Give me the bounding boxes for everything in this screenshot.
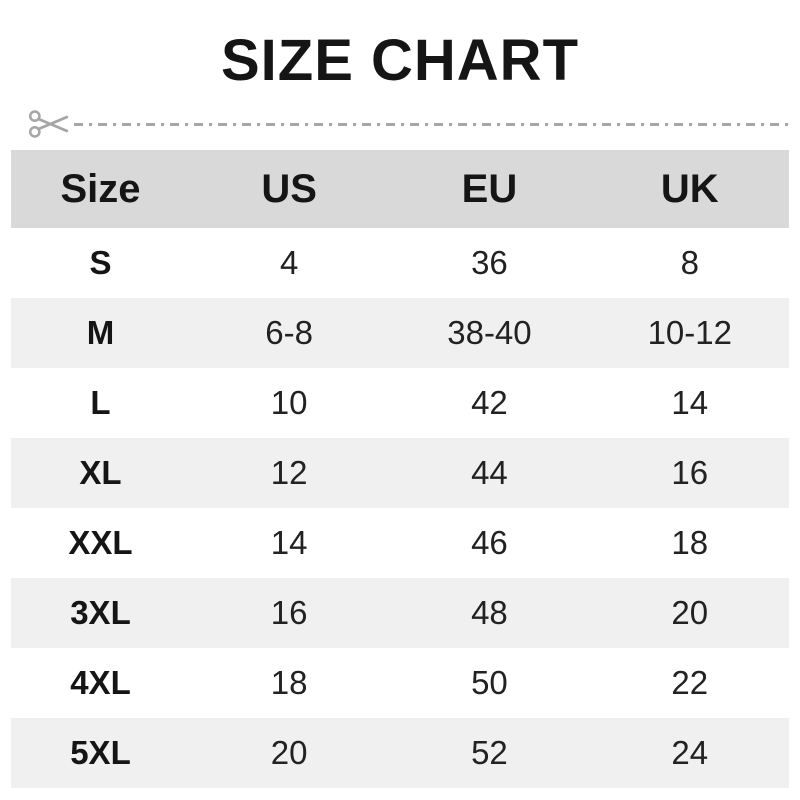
uk-value: 8 bbox=[680, 244, 699, 281]
cut-line bbox=[28, 104, 788, 144]
table-row-m: M 6-8 38-40 10-12 bbox=[11, 298, 789, 368]
table-row-5xl: 5XL 20 52 24 bbox=[11, 718, 789, 788]
us-value: 10 bbox=[270, 384, 308, 421]
scissors-icon bbox=[28, 110, 69, 138]
us-value: 6-8 bbox=[265, 314, 313, 351]
eu-value: 48 bbox=[471, 594, 508, 631]
uk-value: 22 bbox=[671, 664, 709, 701]
size-label: XL bbox=[79, 454, 122, 491]
table-header-row: Size US EU UK bbox=[11, 150, 789, 228]
us-value: 12 bbox=[270, 454, 308, 491]
eu-value: 38-40 bbox=[447, 314, 532, 351]
us-value: 20 bbox=[270, 734, 308, 771]
eu-value: 36 bbox=[471, 244, 508, 281]
page-title: SIZE CHART bbox=[221, 28, 579, 93]
us-value: 14 bbox=[270, 524, 308, 561]
us-value: 18 bbox=[270, 664, 308, 701]
eu-value: 42 bbox=[471, 384, 508, 421]
table-row-4xl: 4XL 18 50 22 bbox=[11, 648, 789, 718]
table-row-l: L 10 42 14 bbox=[11, 368, 789, 438]
size-label: M bbox=[86, 314, 115, 351]
uk-value: 20 bbox=[671, 594, 709, 631]
size-label: 4XL bbox=[70, 664, 131, 701]
eu-value: 46 bbox=[471, 524, 508, 561]
table-row-3xl: 3XL 16 48 20 bbox=[11, 578, 789, 648]
column-header-eu: EU bbox=[461, 166, 518, 211]
eu-value: 44 bbox=[471, 454, 508, 491]
column-header-us: US bbox=[261, 166, 317, 211]
uk-value: 16 bbox=[671, 454, 709, 491]
us-value: 4 bbox=[279, 244, 299, 281]
dashed-cut-line bbox=[74, 122, 788, 126]
uk-value: 10-12 bbox=[647, 314, 732, 351]
uk-value: 14 bbox=[671, 384, 709, 421]
table-row-xl: XL 12 44 16 bbox=[11, 438, 789, 508]
size-table: Size US EU UK S 4 36 8 M 6-8 38-40 10-12… bbox=[11, 150, 789, 788]
size-label: 3XL bbox=[70, 594, 131, 631]
size-label: XXL bbox=[68, 524, 133, 561]
eu-value: 52 bbox=[471, 734, 508, 771]
uk-value: 18 bbox=[671, 524, 709, 561]
size-label: S bbox=[89, 244, 112, 281]
table-row-xxl: XXL 14 46 18 bbox=[11, 508, 789, 578]
column-header-uk: UK bbox=[660, 166, 719, 211]
us-value: 16 bbox=[270, 594, 308, 631]
size-label: L bbox=[90, 384, 111, 421]
uk-value: 24 bbox=[671, 734, 709, 771]
eu-value: 50 bbox=[471, 664, 508, 701]
size-label: 5XL bbox=[70, 734, 131, 771]
column-header-size: Size bbox=[60, 166, 141, 211]
table-row-s: S 4 36 8 bbox=[11, 228, 789, 298]
